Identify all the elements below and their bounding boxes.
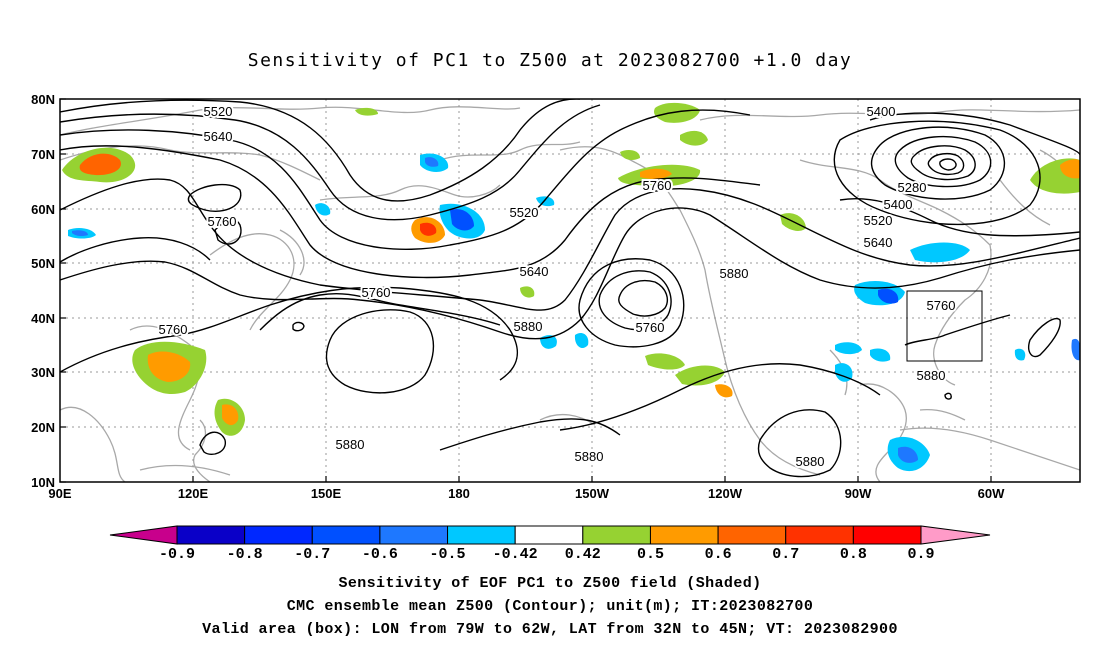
axis-ticks bbox=[60, 98, 992, 483]
lon-label: 90E bbox=[48, 486, 71, 501]
colorbar-tick-label: 0.5 bbox=[637, 546, 664, 563]
colorbar-cell bbox=[649, 525, 719, 545]
colorbar-cell bbox=[379, 525, 449, 545]
colorbar-cell bbox=[717, 525, 787, 545]
colorbar-cells bbox=[176, 525, 922, 545]
contour-label: 5400 bbox=[867, 104, 896, 119]
colorbar-cell bbox=[447, 525, 516, 545]
contour-label: 5520 bbox=[864, 213, 893, 228]
lat-label: 40N bbox=[31, 311, 55, 326]
lon-label: 120E bbox=[178, 486, 209, 501]
lon-label: 150W bbox=[575, 486, 610, 501]
colorbar-tick-label: 0.9 bbox=[907, 546, 934, 563]
lon-label: 90W bbox=[845, 486, 872, 501]
lat-label: 70N bbox=[31, 147, 55, 162]
colorbar-tick-label: -0.5 bbox=[430, 546, 466, 563]
chart-title: Sensitivity of PC1 to Z500 at 2023082700… bbox=[247, 50, 853, 71]
contour-label: 5760 bbox=[159, 322, 188, 337]
colorbar-tick-label: 0.6 bbox=[705, 546, 732, 563]
contour-label: 5760 bbox=[636, 320, 665, 335]
lat-label: 10N bbox=[31, 475, 55, 490]
contour-label: 5760 bbox=[208, 214, 237, 229]
colorbar-tick-label: -0.42 bbox=[493, 546, 538, 563]
contour-label: 5760 bbox=[362, 285, 391, 300]
contour-label: 5640 bbox=[204, 129, 233, 144]
lon-label: 180 bbox=[448, 486, 470, 501]
lat-label: 20N bbox=[31, 420, 55, 435]
colorbar-tick-label: 0.8 bbox=[840, 546, 867, 563]
z500-contours bbox=[60, 99, 1080, 478]
colorbar-tick-label: 0.42 bbox=[565, 546, 601, 563]
colorbar-cell bbox=[785, 525, 854, 545]
colorbar-cell bbox=[514, 525, 584, 545]
lat-label: 50N bbox=[31, 256, 55, 271]
colorbar-tick-label: -0.6 bbox=[362, 546, 398, 563]
contour-label: 5640 bbox=[520, 264, 549, 279]
lon-label: 150E bbox=[311, 486, 342, 501]
contour-label: 5760 bbox=[643, 178, 672, 193]
colorbar-cell bbox=[852, 525, 922, 545]
colorbar-tick-label: -0.8 bbox=[227, 546, 263, 563]
contour-label: 5280 bbox=[898, 180, 927, 195]
lat-label: 60N bbox=[31, 202, 55, 217]
contour-label: 5880 bbox=[917, 368, 946, 383]
colorbar-cell bbox=[311, 525, 381, 545]
contour-label: 5880 bbox=[336, 437, 365, 452]
caption-contour: CMC ensemble mean Z500 (Contour); unit(m… bbox=[286, 598, 814, 615]
contour-label: 5760 bbox=[927, 298, 956, 313]
colorbar: -0.9 -0.8 -0.7 -0.6 -0.5 -0.42 0.42 0.5 0.6 0.7 0.… bbox=[109, 525, 991, 563]
contour-label: 5880 bbox=[720, 266, 749, 281]
valid-area-box bbox=[906, 290, 983, 362]
latitude-labels: 80N 70N 60N 50N 40N 30N 20N 10N bbox=[31, 92, 55, 490]
lat-label: 80N bbox=[31, 92, 55, 107]
contour-label: 5640 bbox=[864, 235, 893, 250]
colorbar-low-end bbox=[109, 525, 178, 545]
colorbar-tick-label: -0.9 bbox=[159, 546, 195, 563]
map-panel: 5520 5640 5760 5400 5280 5400 5520 5640 … bbox=[31, 92, 1081, 501]
colorbar-tick-label: -0.7 bbox=[294, 546, 330, 563]
colorbar-cell bbox=[582, 525, 651, 545]
contour-label: 5520 bbox=[510, 205, 539, 220]
colorbar-labels: -0.9 -0.8 -0.7 -0.6 -0.5 -0.42 0.42 0.5 0.6 0.7 0.… bbox=[159, 546, 935, 563]
lon-label: 60W bbox=[978, 486, 1005, 501]
contour-label: 5400 bbox=[884, 197, 913, 212]
contour-label: 5880 bbox=[796, 454, 825, 469]
coastlines bbox=[60, 106, 1080, 482]
map-frame bbox=[59, 98, 1081, 483]
lon-label: 120W bbox=[708, 486, 743, 501]
longitude-labels: 90E 120E 150E 180 150W 120W 90W 60W bbox=[48, 486, 1005, 501]
caption-valid-area: Valid area (box): LON from 79W to 62W, L… bbox=[202, 621, 898, 638]
contour-labels: 5520 5640 5760 5400 5280 5400 5520 5640 … bbox=[157, 102, 958, 471]
colorbar-cell bbox=[176, 525, 246, 545]
sensitivity-shading bbox=[62, 102, 1080, 472]
contour-label: 5880 bbox=[575, 449, 604, 464]
colorbar-cell bbox=[244, 525, 313, 545]
colorbar-tick-label: 0.7 bbox=[772, 546, 799, 563]
colorbar-high-end bbox=[920, 525, 991, 545]
contour-label: 5880 bbox=[514, 319, 543, 334]
caption-shaded: Sensitivity of EOF PC1 to Z500 field (Sh… bbox=[338, 575, 762, 592]
contour-label: 5520 bbox=[204, 104, 233, 119]
lat-label: 30N bbox=[31, 365, 55, 380]
